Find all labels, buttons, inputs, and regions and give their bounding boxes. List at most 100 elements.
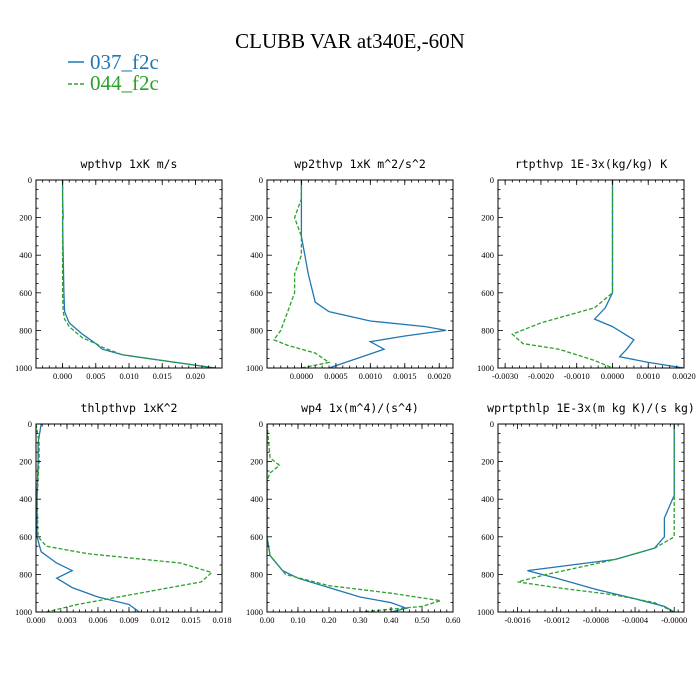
x-tick-label: -0.0008	[583, 615, 609, 625]
panel-title-wp2thvp: wp2thvp 1xK m^2/s^2	[294, 157, 426, 171]
y-tick-label: 800	[250, 569, 263, 579]
series-line-044-f2c	[36, 424, 213, 612]
x-tick-label: 0.015	[153, 371, 172, 381]
y-tick-label: 0	[490, 419, 494, 429]
x-tick-label: 0.005	[86, 371, 105, 381]
y-tick-label: 0	[28, 419, 32, 429]
y-tick-label: 600	[250, 532, 263, 542]
panel-rtpthvp: rtpthvp 1E-3x(kg/kg) K02004006008001000-…	[477, 157, 696, 381]
y-tick-label: 800	[481, 325, 494, 335]
x-tick-label: 0.015	[181, 615, 200, 625]
series-line-037-f2c	[36, 424, 140, 612]
y-tick-label: 600	[19, 532, 32, 542]
panel-wpthvp: wpthvp 1xK m/s 0 200 400 600 800 1000 0.000 0.00…	[15, 157, 223, 381]
axis-frame	[497, 423, 685, 613]
x-tick-label: 0.020	[186, 371, 205, 381]
y-tick-label: 600	[481, 532, 494, 542]
panel-title-rtpthvp: rtpthvp 1E-3x(kg/kg) K	[515, 157, 667, 171]
y-tick-label: 200	[19, 213, 32, 223]
figure-title: CLUBB VAR at340E,-60N	[235, 29, 465, 53]
y-tick-label: 600	[250, 288, 263, 298]
y-tick-label: 800	[481, 569, 494, 579]
x-tick-label: 0.0010	[359, 371, 382, 381]
x-tick-label: -0.0020	[528, 371, 554, 381]
x-tick-label: 0.0020	[428, 371, 451, 381]
y-tick-label: 0	[490, 175, 494, 185]
x-tick-label: 0.0020	[672, 371, 695, 381]
y-tick-label: 200	[250, 457, 263, 467]
x-tick-label: 0.0015	[393, 371, 416, 381]
legend-label-044: 044_f2c	[90, 71, 159, 95]
y-tick-label: 1000	[15, 363, 32, 373]
x-tick-label: 0.000	[53, 371, 72, 381]
x-tick-label: 0.018	[212, 615, 231, 625]
series-line-044-f2c	[267, 424, 441, 612]
x-tick-label: 0.012	[150, 615, 169, 625]
series-line-044-f2c	[272, 180, 331, 368]
x-tick-label: -0.0010	[564, 371, 590, 381]
y-tick-label: 0	[259, 175, 263, 185]
y-tick-label: 1000	[477, 363, 494, 373]
series-line-037-f2c	[593, 180, 684, 368]
series-line-044-f2c	[517, 424, 675, 612]
x-tick-label: -0.0012	[544, 615, 570, 625]
x-tick-label: 0.30	[353, 615, 368, 625]
series-line-044-f2c	[511, 180, 614, 368]
panel-title-thlpthvp: thlpthvp 1xK^2	[81, 401, 178, 415]
legend-item-037: 037_f2c	[68, 50, 159, 74]
x-tick-label: 0.20	[322, 615, 337, 625]
x-tick-label: 0.009	[119, 615, 138, 625]
panel-title-wpthvp: wpthvp 1xK m/s	[81, 157, 178, 171]
x-tick-label: -0.0016	[504, 615, 530, 625]
y-tick-label: 800	[250, 325, 263, 335]
x-tick-label: -0.0030	[492, 371, 518, 381]
series-line-037-f2c	[300, 180, 447, 368]
legend-item-044: 044_f2c	[68, 71, 159, 95]
y-tick-label: 600	[481, 288, 494, 298]
y-tick-label: 400	[481, 494, 494, 504]
y-tick-label: 400	[250, 494, 263, 504]
x-tick-label: 0.10	[291, 615, 306, 625]
panel-title-wp4: wp4 1x(m^4)/(s^4)	[301, 401, 419, 415]
series-line-037-f2c	[267, 424, 409, 612]
y-tick-label: 200	[481, 213, 494, 223]
x-tick-label: 0.0005	[324, 371, 347, 381]
y-tick-label: 1000	[246, 363, 263, 373]
series-line-037-f2c	[527, 424, 675, 612]
x-tick-label: 0.0000	[601, 371, 624, 381]
x-tick-label: 0.000	[26, 615, 45, 625]
x-tick-label: 0.40	[384, 615, 399, 625]
axis-frame	[266, 423, 454, 613]
y-tick-label: 1000	[246, 607, 263, 617]
legend: 037_f2c 044_f2c	[68, 50, 159, 95]
x-tick-label: 0.60	[446, 615, 461, 625]
legend-label-037: 037_f2c	[90, 50, 159, 74]
axis-frame	[497, 179, 685, 369]
panel-wp2thvp: wp2thvp 1xK m^2/s^2 0 200 400 600 800 1000 0.00…	[246, 157, 454, 381]
y-tick-label: 800	[19, 569, 32, 579]
y-tick-label: 400	[19, 250, 32, 260]
y-tick-label: 800	[19, 325, 32, 335]
x-tick-label: 0.00	[260, 615, 275, 625]
panel-wprtpthlp: wprtpthlp 1E-3x(m kg K)/(s kg) 0 200 400 600…	[477, 401, 695, 625]
y-tick-label: 600	[19, 288, 32, 298]
y-tick-label: 0	[259, 419, 263, 429]
y-tick-label: 200	[481, 457, 494, 467]
x-tick-label: 0.006	[88, 615, 107, 625]
x-tick-label: -0.0004	[622, 615, 649, 625]
x-tick-label: 0.010	[119, 371, 138, 381]
series-line-044-f2c	[61, 180, 216, 368]
x-tick-label: -0.0000	[661, 615, 687, 625]
y-tick-label: 400	[19, 494, 32, 504]
y-tick-label: 0	[28, 175, 32, 185]
y-tick-label: 200	[19, 457, 32, 467]
x-tick-label: 0.0000	[290, 371, 313, 381]
y-tick-label: 1000	[15, 607, 32, 617]
y-tick-label: 200	[250, 213, 263, 223]
x-tick-label: 0.003	[57, 615, 76, 625]
panel-title-wprtpthlp: wprtpthlp 1E-3x(m kg K)/(s kg)	[487, 401, 695, 415]
